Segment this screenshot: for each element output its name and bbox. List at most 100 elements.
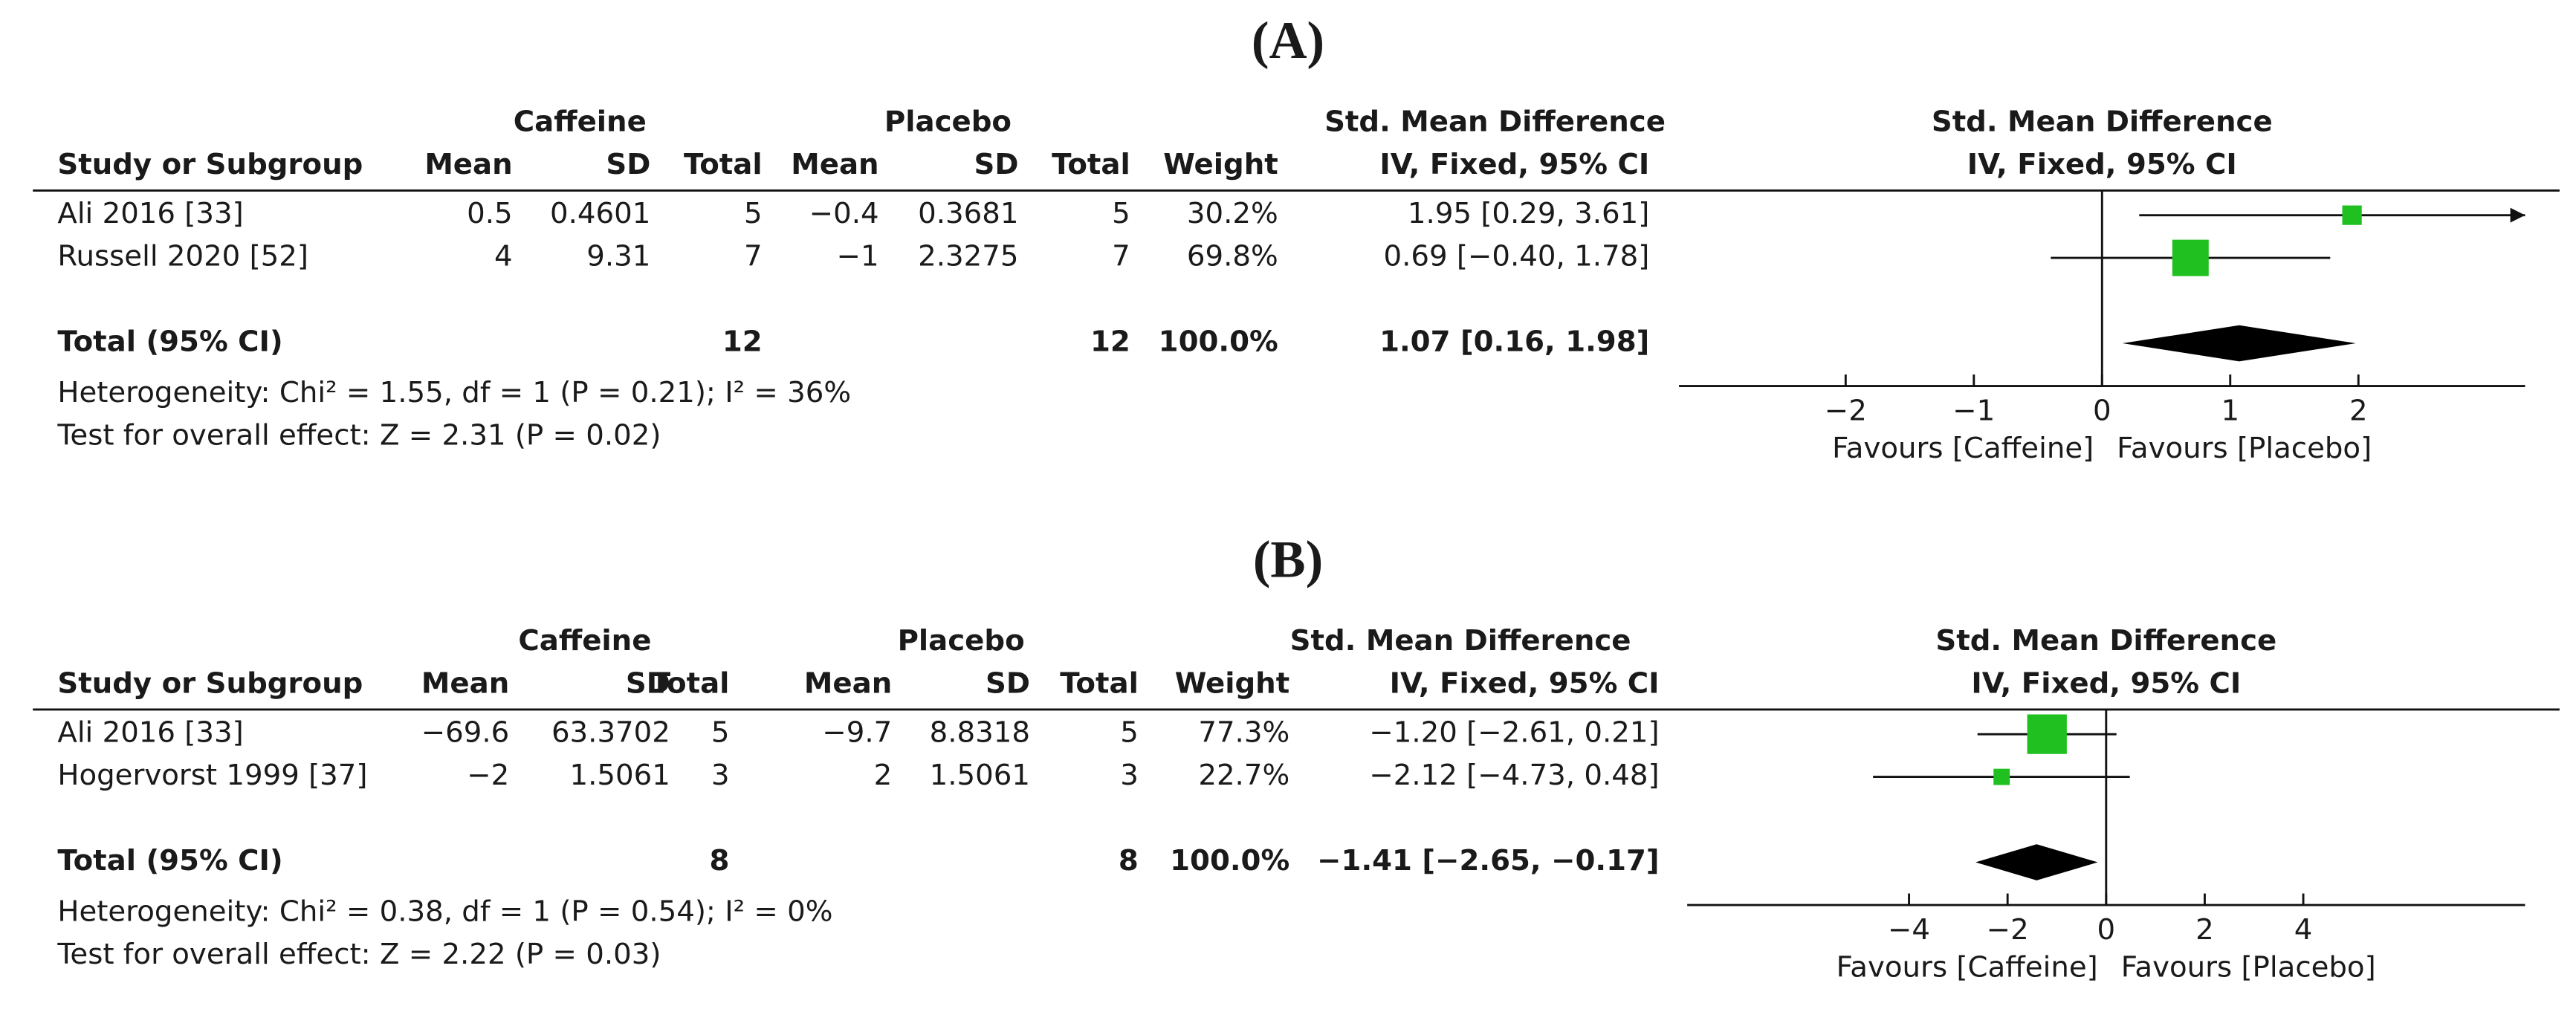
- x-tick-label: 4: [2294, 913, 2313, 947]
- group-header: Std. Mean Difference: [1290, 624, 1631, 658]
- column-header: Study or Subgroup: [57, 666, 363, 700]
- x-tick-label: 1: [2221, 394, 2239, 427]
- plot-subtitle: IV, Fixed, 95% CI: [1967, 148, 2237, 181]
- weight-cell: 69.8%: [1187, 240, 1278, 273]
- total-cell: 8: [710, 844, 730, 877]
- column-header: IV, Fixed, 95% CI: [1390, 666, 1660, 700]
- column-header: Weight: [1175, 666, 1289, 700]
- table-cell: 0.5: [467, 197, 513, 230]
- table-cell: 9.31: [586, 240, 650, 273]
- total-smd: 1.07 [0.16, 1.98]: [1379, 325, 1649, 359]
- favours-left: Favours [Caffeine]: [1832, 432, 2094, 465]
- x-tick-label: −2: [1825, 394, 1867, 427]
- table-cell: 7: [1112, 240, 1130, 273]
- smd-cell: 0.69 [−0.40, 1.78]: [1384, 240, 1650, 273]
- column-header: Total: [1052, 148, 1130, 181]
- total-name: Total (95% CI): [57, 844, 282, 877]
- effect-square: [2172, 239, 2209, 276]
- smd-cell: 1.95 [0.29, 3.61]: [1408, 197, 1649, 230]
- column-header: Study or Subgroup: [57, 148, 363, 181]
- table-cell: −2: [467, 759, 509, 792]
- table-cell: 0.3681: [918, 197, 1018, 230]
- column-header: Total: [1060, 666, 1139, 700]
- study-name: Hogervorst 1999 [37]: [57, 759, 367, 792]
- total-cell: 12: [722, 325, 763, 359]
- total-weight: 100.0%: [1170, 844, 1289, 877]
- x-tick-label: −1: [1952, 394, 1995, 427]
- total-name: Total (95% CI): [57, 325, 282, 359]
- column-header: SD: [626, 666, 670, 700]
- plot-title: Std. Mean Difference: [1932, 105, 2273, 138]
- table-cell: 8.8318: [930, 716, 1030, 750]
- overall-effect: Test for overall effect: Z = 2.31 (P = 0…: [56, 419, 661, 452]
- table-cell: 5: [744, 197, 763, 230]
- x-tick-label: 2: [2195, 913, 2214, 947]
- column-header: SD: [974, 148, 1019, 181]
- panel-label: (B): [1253, 531, 1323, 589]
- column-header: Mean: [424, 148, 512, 181]
- column-header: SD: [606, 148, 650, 181]
- table-cell: 7: [744, 240, 763, 273]
- table-cell: 1.5061: [570, 759, 670, 792]
- column-header: Mean: [804, 666, 892, 700]
- ci-arrow: [2510, 207, 2525, 223]
- table-cell: 2.3275: [918, 240, 1018, 273]
- table-cell: 0.4601: [550, 197, 650, 230]
- study-name: Ali 2016 [33]: [57, 197, 243, 230]
- smd-cell: −1.20 [−2.61, 0.21]: [1369, 716, 1659, 750]
- table-cell: 5: [1120, 716, 1139, 750]
- table-cell: 63.3702: [551, 716, 670, 750]
- column-header: IV, Fixed, 95% CI: [1379, 148, 1649, 181]
- column-header: Mean: [421, 666, 509, 700]
- panel-label: (A): [1252, 12, 1324, 70]
- table-cell: −0.4: [809, 197, 879, 230]
- summary-diamond: [2122, 325, 2356, 362]
- column-header: Total: [684, 148, 763, 181]
- plot-title: Std. Mean Difference: [1935, 624, 2276, 658]
- favours-right: Favours [Placebo]: [2117, 432, 2372, 465]
- plot-subtitle: IV, Fixed, 95% CI: [1971, 666, 2241, 700]
- group-header: Placebo: [898, 624, 1025, 658]
- table-cell: 1.5061: [930, 759, 1030, 792]
- table-cell: 5: [1112, 197, 1130, 230]
- group-header: Caffeine: [518, 624, 651, 658]
- study-name: Ali 2016 [33]: [57, 716, 243, 750]
- summary-diamond: [1975, 844, 2098, 880]
- favours-left: Favours [Caffeine]: [1836, 951, 2098, 984]
- effect-square: [2027, 714, 2067, 754]
- column-header: Total: [651, 666, 730, 700]
- total-cell: 8: [1119, 844, 1139, 877]
- heterogeneity: Heterogeneity: Chi² = 1.55, df = 1 (P = …: [57, 376, 851, 409]
- x-tick-label: 0: [2097, 913, 2116, 947]
- weight-cell: 22.7%: [1198, 759, 1289, 792]
- table-cell: −69.6: [421, 716, 510, 750]
- group-header: Placebo: [884, 105, 1012, 138]
- table-cell: 5: [711, 716, 730, 750]
- group-header: Std. Mean Difference: [1324, 105, 1666, 138]
- study-name: Russell 2020 [52]: [57, 240, 308, 273]
- weight-cell: 30.2%: [1187, 197, 1278, 230]
- overall-effect: Test for overall effect: Z = 2.22 (P = 0…: [56, 938, 661, 971]
- table-cell: 3: [1120, 759, 1139, 792]
- x-tick-label: −4: [1888, 913, 1930, 947]
- effect-square: [1993, 768, 2010, 785]
- table-cell: −9.7: [822, 716, 892, 750]
- x-tick-label: 0: [2093, 394, 2111, 427]
- heterogeneity: Heterogeneity: Chi² = 0.38, df = 1 (P = …: [57, 895, 832, 929]
- total-weight: 100.0%: [1159, 325, 1278, 359]
- group-header: Caffeine: [514, 105, 647, 138]
- table-cell: 3: [711, 759, 730, 792]
- column-header: Mean: [791, 148, 878, 181]
- smd-cell: −2.12 [−4.73, 0.48]: [1369, 759, 1659, 792]
- table-cell: 2: [874, 759, 893, 792]
- x-tick-label: 2: [2349, 394, 2368, 427]
- column-header: SD: [986, 666, 1030, 700]
- table-cell: −1: [837, 240, 879, 273]
- favours-right: Favours [Placebo]: [2121, 951, 2376, 984]
- effect-square: [2342, 205, 2362, 225]
- total-cell: 12: [1090, 325, 1130, 359]
- weight-cell: 77.3%: [1198, 716, 1289, 750]
- table-cell: 4: [494, 240, 513, 273]
- column-header: Weight: [1163, 148, 1278, 181]
